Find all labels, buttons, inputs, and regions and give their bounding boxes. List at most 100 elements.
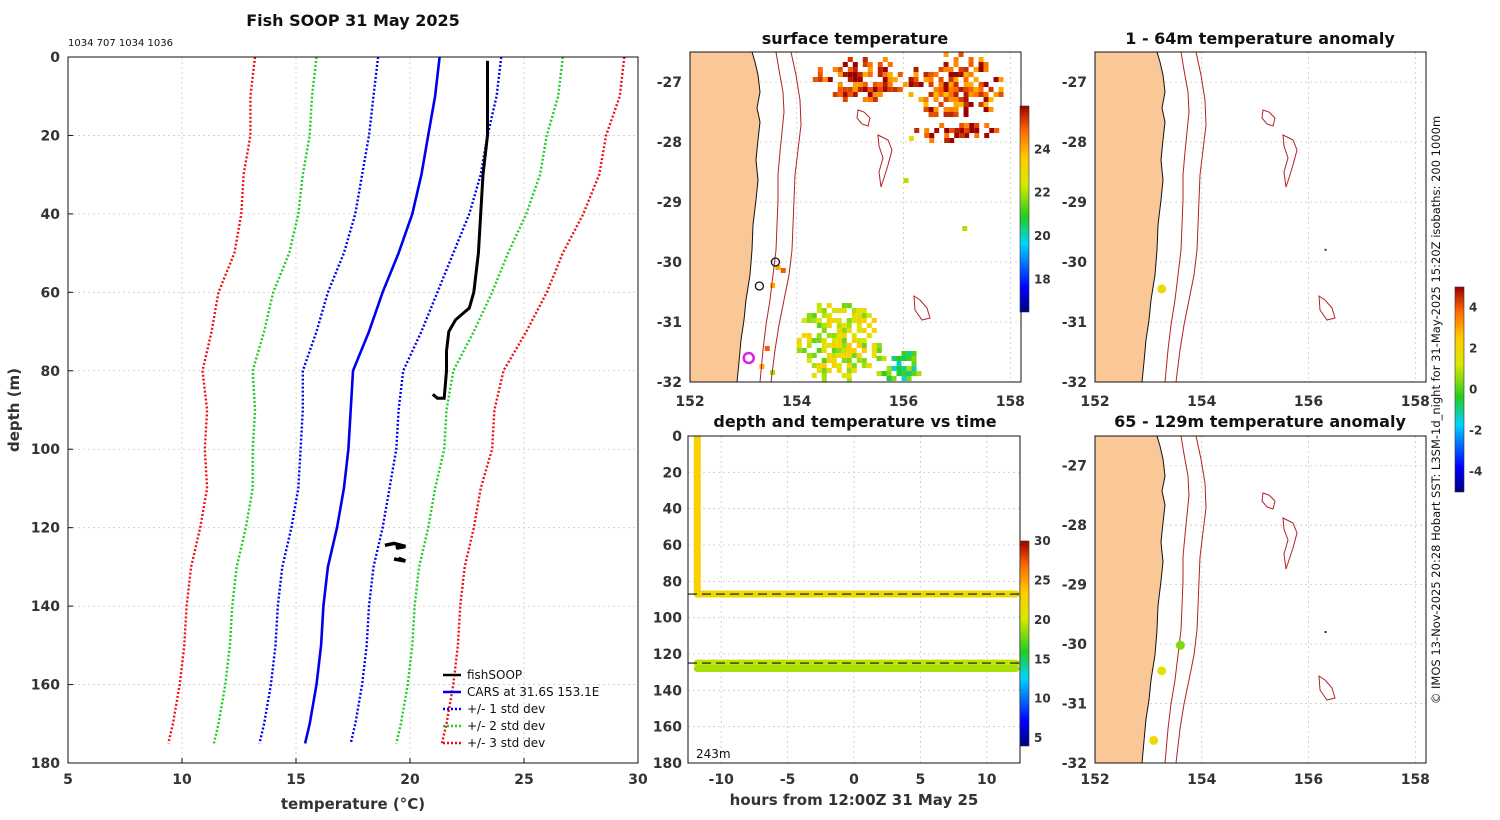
- sst-pixel: [846, 323, 852, 328]
- profile-legend: fishSOOP CARS at 31.6S 153.1E +/- 1 std …: [443, 668, 599, 750]
- sst-pixel: [821, 348, 827, 353]
- y-tick-label: 120: [31, 521, 60, 537]
- sst-pixel: [953, 92, 959, 97]
- sst-pixel: [958, 67, 964, 72]
- sst-pixel: [836, 338, 842, 343]
- sst-pixel: [867, 62, 873, 67]
- sst-pixel: [812, 77, 818, 82]
- y-tick-label: 60: [663, 538, 683, 554]
- sst-pixel: [867, 97, 873, 102]
- lon-tick-label: 158: [1401, 772, 1430, 788]
- anomaly-deep-panel: 65 - 129m temperature anomaly 152 154 156 1…: [1062, 412, 1430, 788]
- sst-pixel: [827, 77, 833, 82]
- sst-pixel: [973, 87, 979, 92]
- lon-tick-label: 158: [996, 394, 1025, 410]
- sst-pixel: [948, 77, 954, 82]
- sst-pixel: [944, 133, 950, 138]
- sst-pixel: [816, 338, 822, 343]
- sst-pixel: [896, 366, 902, 371]
- x-tick-label: 30: [628, 772, 648, 788]
- sst-pixel: [856, 338, 862, 343]
- sst-pixel: [963, 87, 969, 92]
- sst-pixel: [924, 128, 930, 133]
- sst-pixel: [911, 361, 917, 366]
- sst-pixel: [857, 72, 863, 77]
- sst-pixel: [764, 346, 770, 351]
- profile-y-ticks: 0 20 40 60 80 100 120 140 160 180: [31, 50, 73, 772]
- sst-pixel: [906, 366, 912, 371]
- sst-pixel: [906, 376, 912, 381]
- std-2-high-line: [395, 57, 564, 744]
- sst-pixel: [816, 318, 822, 323]
- sst-pixel: [973, 67, 979, 72]
- sst-pixel: [993, 92, 999, 97]
- sst-pixel: [837, 72, 843, 77]
- colorbar-tick-label: 30: [1034, 534, 1051, 548]
- sst-pixel: [821, 363, 827, 368]
- y-tick-label: 80: [663, 574, 683, 590]
- anomaly-deep-frame: [1094, 435, 1427, 764]
- sst-pixel: [948, 72, 954, 77]
- sst-pixel: [796, 338, 802, 343]
- anomaly-colorbar: [1454, 286, 1465, 493]
- sst-pixel: [831, 338, 837, 343]
- sst-pixel: [846, 368, 852, 373]
- sst-pixel: [906, 371, 912, 376]
- sst-pixel: [988, 97, 994, 102]
- y-tick-label: 80: [41, 364, 61, 380]
- colorbar-tick-label: 15: [1034, 652, 1051, 666]
- sst-pixel: [872, 92, 878, 97]
- sst-pixel: [801, 318, 807, 323]
- sst-pixel: [811, 363, 817, 368]
- sst-pixel: [948, 107, 954, 112]
- sst-pixel: [918, 97, 924, 102]
- std-3-low-line: [167, 57, 257, 744]
- sst-pixel: [856, 318, 862, 323]
- sst-pixel: [837, 67, 843, 72]
- sst-pixel: [851, 308, 857, 313]
- sst-pixel: [841, 308, 847, 313]
- sst-pixel: [861, 343, 867, 348]
- sst-pixel: [968, 82, 974, 87]
- sst-pixel: [964, 133, 970, 138]
- sst-pixel: [958, 97, 964, 102]
- sst-pixel: [861, 338, 867, 343]
- lat-tick-label: -29: [1062, 195, 1087, 211]
- sst-pixel: [948, 87, 954, 92]
- sst-pixel: [913, 82, 919, 87]
- sst-pixel: [842, 72, 848, 77]
- y-tick-label: 0: [50, 50, 60, 66]
- lon-tick-label: 154: [1187, 394, 1216, 410]
- colorbar-tick-label: 22: [1034, 186, 1051, 200]
- sst-pixel: [826, 358, 832, 363]
- sst-pixel: [958, 72, 964, 77]
- sst-pixel: [816, 348, 822, 353]
- sst-pixel: [826, 343, 832, 348]
- x-tick-label: 10: [977, 772, 997, 788]
- sst-pixel: [983, 102, 989, 107]
- sst-pixel: [882, 67, 888, 72]
- timeseries-xlabel: hours from 12:00Z 31 May 25: [730, 791, 979, 809]
- sst-pixel: [963, 97, 969, 102]
- sst-pixel: [963, 107, 969, 112]
- colorbar-tick-label: 18: [1034, 272, 1051, 286]
- sst-pixel: [953, 72, 959, 77]
- sst-pixel: [896, 356, 902, 361]
- sst-pixel: [923, 102, 929, 107]
- lon-tick-label: 158: [1401, 394, 1430, 410]
- sst-pixel: [948, 97, 954, 102]
- colorbar-tick-label: 4: [1469, 301, 1477, 315]
- sst-pixel: [928, 107, 934, 112]
- sst-pixel: [923, 72, 929, 77]
- sst-pixel: [892, 77, 898, 82]
- sst-pixel: [837, 92, 843, 97]
- y-tick-label: 20: [41, 128, 61, 144]
- sst-pixel: [963, 77, 969, 82]
- sst-pixel: [806, 338, 812, 343]
- sst-pixel: [924, 133, 930, 138]
- sst-pixel: [857, 77, 863, 82]
- sst-pixel: [821, 368, 827, 373]
- sst-pixel: [897, 72, 903, 77]
- sst-pixel: [877, 92, 883, 97]
- lat-tick-label: -30: [1062, 637, 1088, 653]
